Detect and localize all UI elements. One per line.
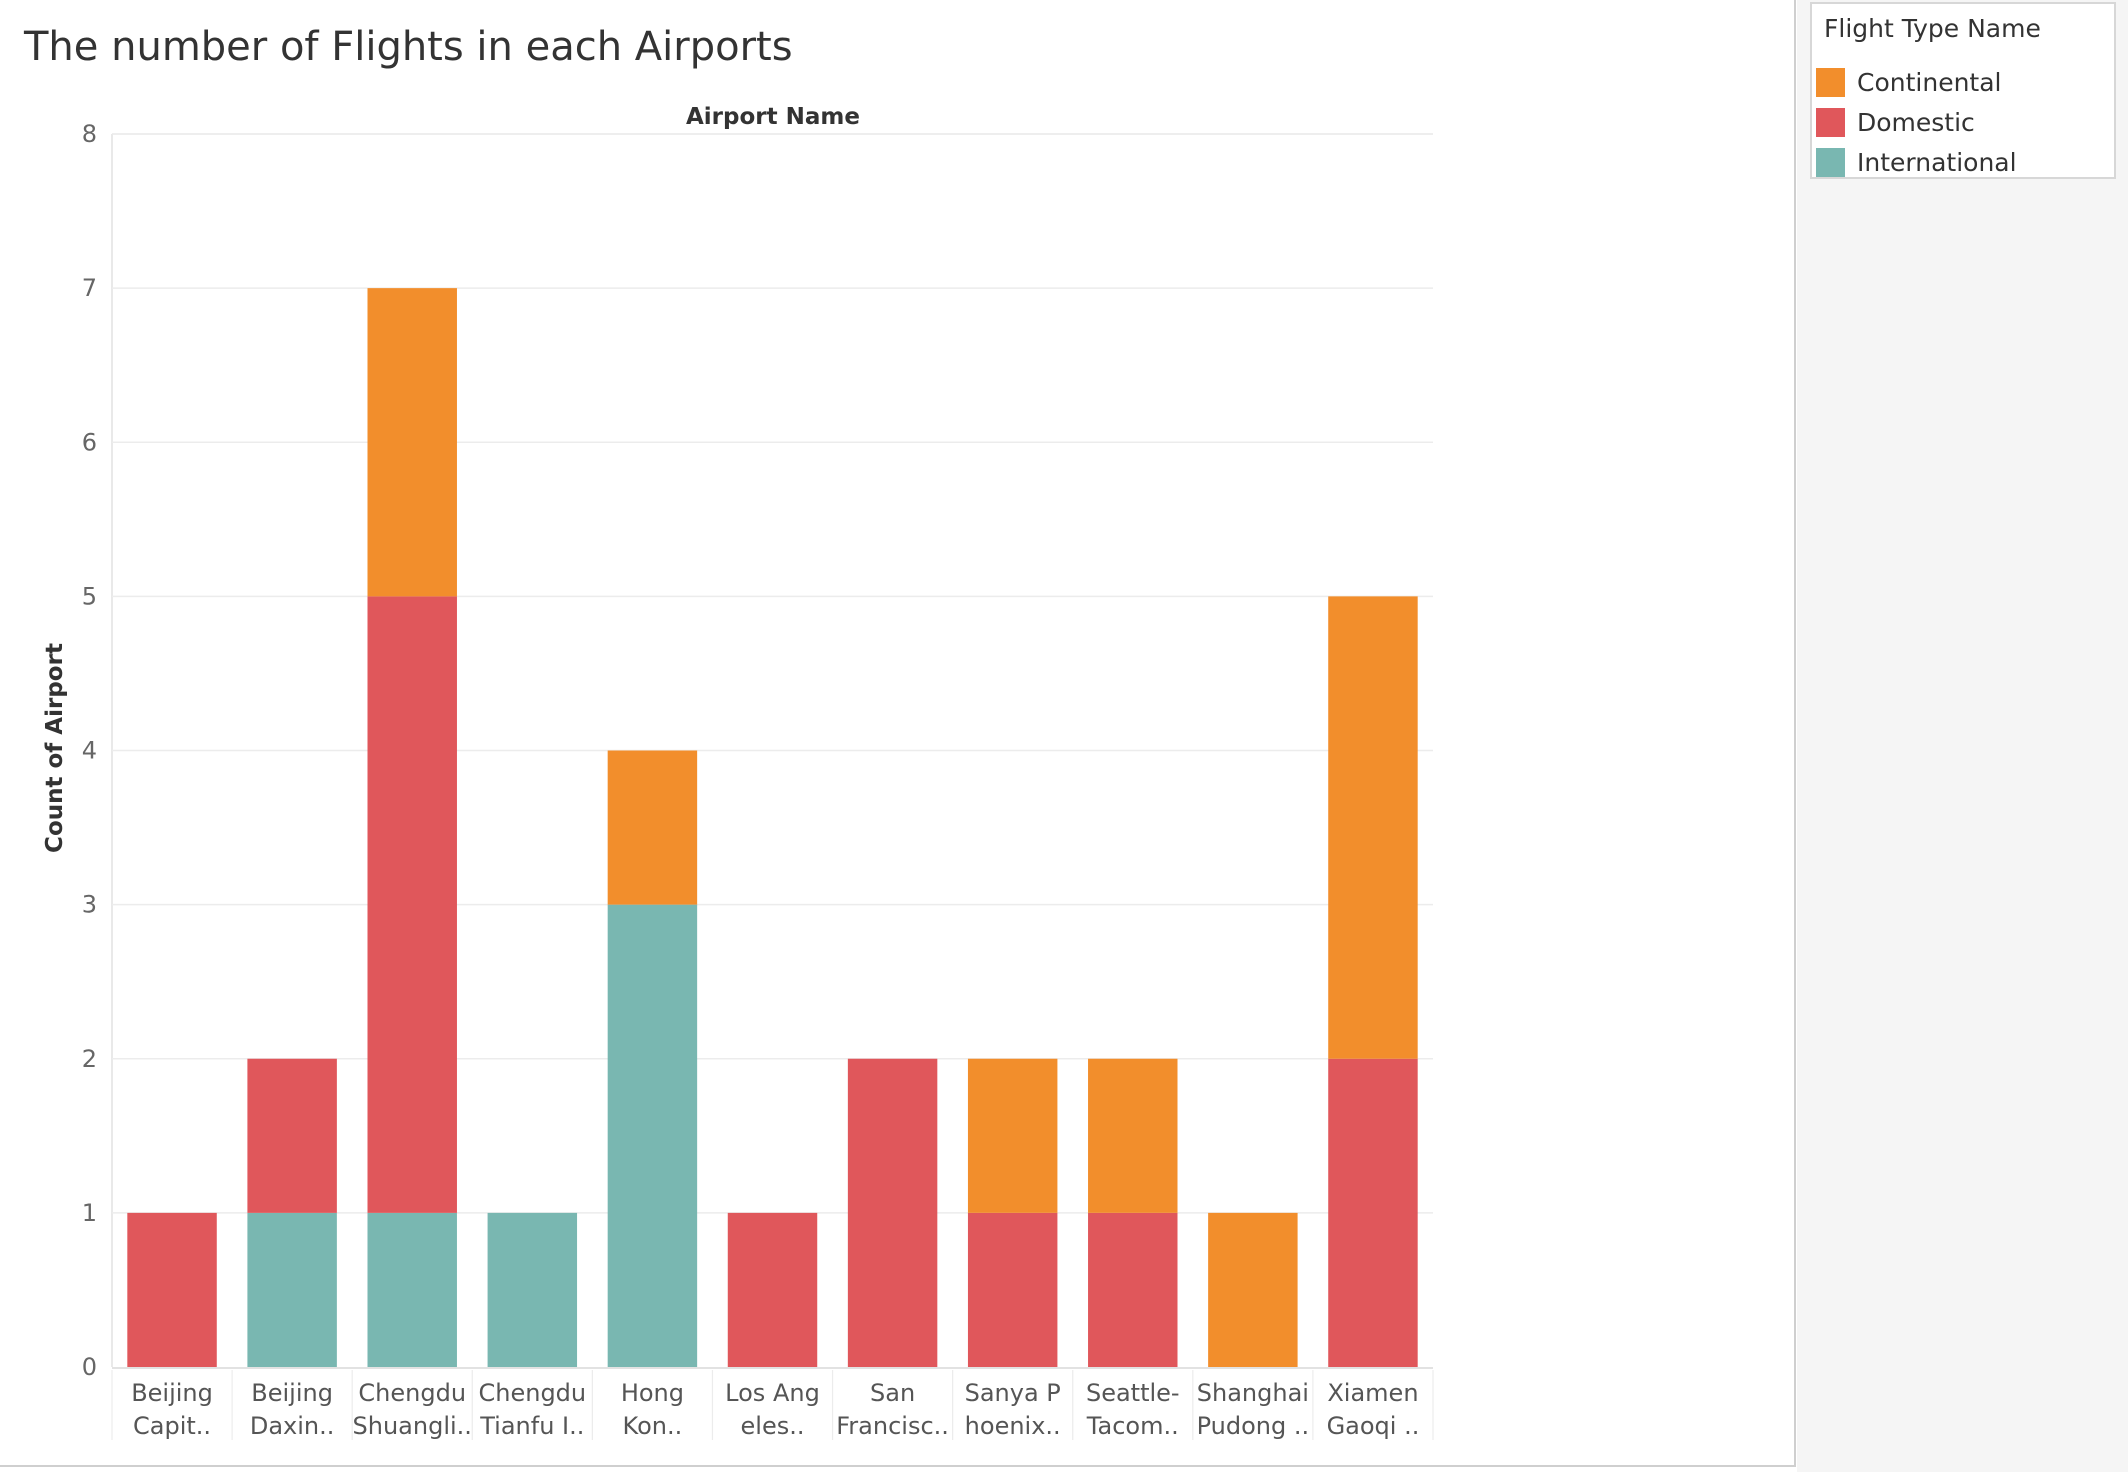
y-tick-label: 0: [82, 1353, 97, 1381]
bar-segment-domestic[interactable]: [967, 1212, 1058, 1367]
bar-segment-domestic[interactable]: [247, 1058, 337, 1213]
legend-label-domestic: Domestic: [1857, 107, 1975, 137]
legend-swatch-domestic: [1816, 107, 1845, 137]
x-category-label: Xiamen Gaoqi ..: [1327, 1379, 1420, 1440]
legend-swatch-international: [1816, 147, 1845, 177]
bar-segment-continental[interactable]: [967, 1058, 1058, 1213]
x-category-label: San Francisc..: [836, 1379, 949, 1440]
chart-plot: Airport Name Count of Airport 012345678 …: [42, 104, 1434, 1440]
y-tick-label: 4: [82, 737, 97, 765]
sidebar-panel: [1797, 0, 2128, 1472]
y-axis-title: Count of Airport: [42, 643, 68, 853]
bar-segment-domestic[interactable]: [367, 596, 457, 1213]
x-category-label: Chengdu Shuangli..: [353, 1379, 472, 1440]
y-tick-label: 8: [82, 120, 97, 148]
x-category-label: Hong Kon..: [621, 1379, 684, 1440]
bar-segment-domestic[interactable]: [127, 1212, 217, 1367]
legend-swatch-continental: [1816, 67, 1845, 97]
legend-title: Flight Type Name: [1824, 14, 2041, 43]
y-tick-label: 6: [82, 428, 97, 456]
bar-segment-international[interactable]: [487, 1212, 578, 1367]
legend-item-domestic[interactable]: Domestic: [1816, 106, 1975, 138]
bar-segment-continental[interactable]: [607, 750, 698, 905]
x-category-label: Los Ang eles..: [725, 1379, 820, 1440]
legend-label-international: International: [1857, 147, 2017, 177]
x-category-label: Seattle-Tacom..: [1086, 1379, 1180, 1440]
bar-segment-continental[interactable]: [1328, 596, 1418, 1059]
x-axis-title: Airport Name: [686, 104, 860, 130]
x-category-label: Chengdu Tianfu I..: [479, 1379, 587, 1440]
y-tick-label: 7: [82, 274, 97, 302]
bar-segment-continental[interactable]: [1208, 1212, 1298, 1367]
bar-segment-international[interactable]: [247, 1212, 337, 1367]
bar-segment-international[interactable]: [367, 1212, 457, 1367]
bar-segment-domestic[interactable]: [847, 1058, 938, 1367]
bar-segment-domestic[interactable]: [1328, 1058, 1418, 1367]
bar-segment-domestic[interactable]: [1088, 1212, 1178, 1367]
bar-segment-international[interactable]: [607, 904, 698, 1367]
y-tick-label: 3: [82, 891, 97, 919]
bar-segment-domestic[interactable]: [727, 1212, 818, 1367]
legend-item-international[interactable]: International: [1816, 146, 2017, 178]
chart-title: The number of Flights in each Airports: [24, 24, 793, 70]
bar-segment-continental[interactable]: [1088, 1058, 1178, 1213]
x-category-label: Beijing Capit..: [131, 1379, 213, 1440]
bar-segment-continental[interactable]: [367, 288, 457, 597]
y-tick-label: 2: [82, 1045, 97, 1073]
legend: Flight Type Name Continental Domestic In…: [1810, 2, 2116, 179]
legend-label-continental: Continental: [1857, 67, 2002, 97]
x-category-label: Shanghai Pudong ..: [1197, 1379, 1310, 1440]
y-tick-label: 5: [82, 582, 97, 610]
x-category-label: Beijing Daxin..: [250, 1379, 335, 1440]
legend-item-continental[interactable]: Continental: [1816, 66, 2001, 98]
y-tick-label: 1: [82, 1199, 97, 1227]
